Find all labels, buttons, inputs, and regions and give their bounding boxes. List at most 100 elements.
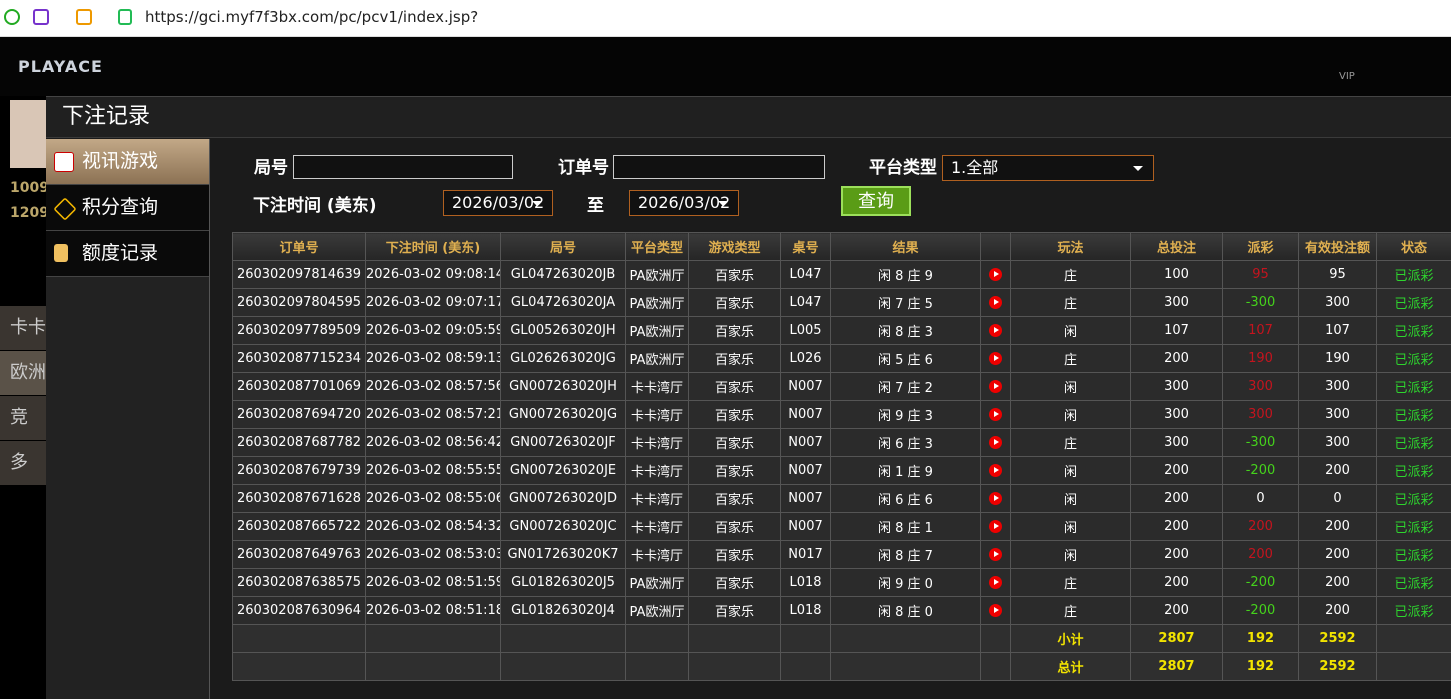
video-cell xyxy=(981,373,1011,401)
cell: 卡卡湾厅 xyxy=(626,373,689,401)
logo[interactable]: PLAYACE xyxy=(18,57,103,76)
play-icon[interactable] xyxy=(989,576,1002,589)
modal-title: 下注记录 xyxy=(46,97,1451,138)
cell: PA欧洲厅 xyxy=(626,261,689,289)
total-cell: 2807 xyxy=(1131,653,1223,681)
url[interactable]: https://gci.myf7f3bx.com/pc/pcv1/index.j… xyxy=(145,8,478,26)
cell: 200 xyxy=(1131,485,1223,513)
video-cell xyxy=(981,261,1011,289)
cell: 300 xyxy=(1299,373,1377,401)
cell: L047 xyxy=(781,289,831,317)
play-icon[interactable] xyxy=(989,296,1002,309)
cell: 百家乐 xyxy=(689,261,781,289)
cell: 0 xyxy=(1223,485,1299,513)
cell: 2026-03-02 08:54:32 xyxy=(366,513,501,541)
play-icon[interactable] xyxy=(989,324,1002,337)
cell: 闲 9 庄 0 xyxy=(831,569,981,597)
cell: -200 xyxy=(1223,457,1299,485)
cell: 百家乐 xyxy=(689,345,781,373)
sidebar-item[interactable]: 额度记录 xyxy=(46,231,209,277)
vip-label[interactable]: VIP xyxy=(1339,71,1355,82)
platform-select[interactable]: 1.全部 xyxy=(942,155,1154,181)
cell: 已派彩 xyxy=(1377,261,1451,289)
platform-label: 平台类型 xyxy=(869,153,937,178)
video-cell xyxy=(981,429,1011,457)
cell: 107 xyxy=(1299,317,1377,345)
cell: 107 xyxy=(1223,317,1299,345)
order-input[interactable] xyxy=(613,155,825,179)
cell: 百家乐 xyxy=(689,541,781,569)
cell: 已派彩 xyxy=(1377,289,1451,317)
sidebar-item[interactable]: 积分查询 xyxy=(46,185,209,231)
date-from[interactable]: 2026/03/02 xyxy=(443,190,553,216)
empty-cell xyxy=(781,653,831,681)
modal: 下注记录 视讯游戏 积分查询 额度记录 局号 订单号 平台类型 1.全部 下注时… xyxy=(46,96,1451,699)
cell: GN007263020JF xyxy=(501,429,626,457)
cell: 卡卡湾厅 xyxy=(626,401,689,429)
play-icon[interactable] xyxy=(989,548,1002,561)
play-icon[interactable] xyxy=(989,380,1002,393)
browser-bar: https://gci.myf7f3bx.com/pc/pcv1/index.j… xyxy=(0,0,1451,37)
video-cell xyxy=(981,541,1011,569)
play-icon[interactable] xyxy=(989,604,1002,617)
cell: PA欧洲厅 xyxy=(626,289,689,317)
play-icon[interactable] xyxy=(989,492,1002,505)
cell: 2026-03-02 08:57:56 xyxy=(366,373,501,401)
play-icon[interactable] xyxy=(989,520,1002,533)
cell: 2026-03-02 08:51:59 xyxy=(366,569,501,597)
cell: 300 xyxy=(1299,429,1377,457)
play-icon[interactable] xyxy=(989,408,1002,421)
cell: 200 xyxy=(1131,513,1223,541)
cell: 260302097814639 xyxy=(233,261,366,289)
back-icon[interactable] xyxy=(33,9,49,25)
home-icon[interactable] xyxy=(76,9,92,25)
cell: 200 xyxy=(1299,513,1377,541)
sidebar-item[interactable]: 视讯游戏 xyxy=(46,139,209,185)
cell: N007 xyxy=(781,401,831,429)
header-cell: 有效投注额 xyxy=(1299,233,1377,261)
balance: 1209 xyxy=(10,205,49,221)
cell: 百家乐 xyxy=(689,429,781,457)
query-button[interactable]: 查询 xyxy=(841,186,911,216)
cell: 260302087638575 xyxy=(233,569,366,597)
header-cell: 局号 xyxy=(501,233,626,261)
play-icon[interactable] xyxy=(989,268,1002,281)
cell: N007 xyxy=(781,457,831,485)
order-label: 订单号 xyxy=(558,153,609,178)
play-icon[interactable] xyxy=(989,436,1002,449)
cell: 闲 8 庄 9 xyxy=(831,261,981,289)
cell: 闲 6 庄 6 xyxy=(831,485,981,513)
header-cell: 派彩 xyxy=(1223,233,1299,261)
cell: 已派彩 xyxy=(1377,597,1451,625)
cell: 已派彩 xyxy=(1377,541,1451,569)
date-to[interactable]: 2026/03/02 xyxy=(629,190,739,216)
cell: 2026-03-02 09:08:14 xyxy=(366,261,501,289)
play-icon[interactable] xyxy=(989,352,1002,365)
cell: 300 xyxy=(1223,401,1299,429)
round-input[interactable] xyxy=(293,155,513,179)
empty-cell xyxy=(781,625,831,653)
balance: 1009 xyxy=(10,180,49,196)
cell: PA欧洲厅 xyxy=(626,597,689,625)
reload-icon[interactable] xyxy=(4,9,20,25)
cell: 260302087649763 xyxy=(233,541,366,569)
empty-cell xyxy=(1377,653,1451,681)
total-cell: 192 xyxy=(1223,625,1299,653)
play-icon[interactable] xyxy=(989,464,1002,477)
empty-cell xyxy=(981,653,1011,681)
cell: 卡卡湾厅 xyxy=(626,429,689,457)
cell: 2026-03-02 08:56:42 xyxy=(366,429,501,457)
empty-cell xyxy=(501,625,626,653)
cell: L005 xyxy=(781,317,831,345)
video-cell xyxy=(981,569,1011,597)
cell: GN007263020JH xyxy=(501,373,626,401)
header-cell: 平台类型 xyxy=(626,233,689,261)
cell: 200 xyxy=(1223,513,1299,541)
cell: 庄 xyxy=(1011,345,1131,373)
